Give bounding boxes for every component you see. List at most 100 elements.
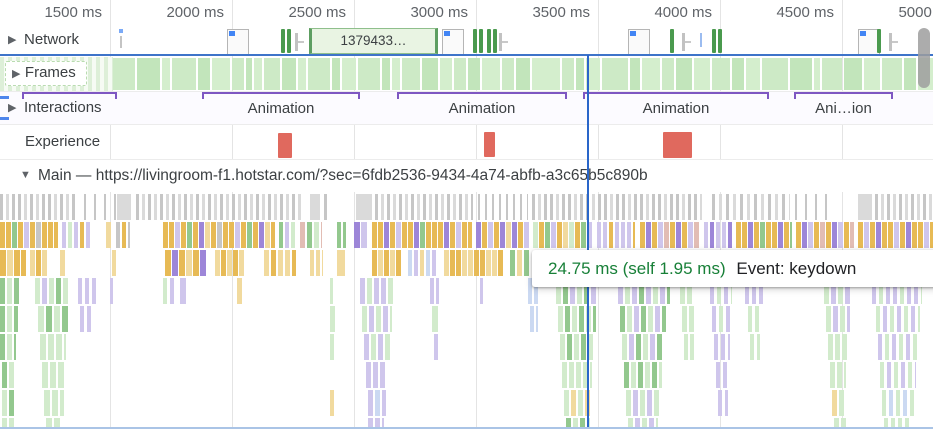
flame-bar[interactable]: [214, 194, 217, 220]
flame-bar[interactable]: [652, 194, 655, 220]
flame-bar[interactable]: [911, 306, 915, 332]
flame-bar[interactable]: [652, 222, 657, 248]
flame-bar[interactable]: [754, 222, 759, 248]
flame-bar[interactable]: [628, 194, 631, 220]
flame-bar[interactable]: [524, 222, 529, 248]
flame-bar[interactable]: [834, 418, 839, 427]
flame-bar[interactable]: [906, 334, 910, 360]
flame-bar[interactable]: [367, 278, 372, 304]
flame-bar[interactable]: [704, 222, 708, 248]
flame-bar[interactable]: [832, 390, 837, 416]
flame-bar[interactable]: [572, 306, 577, 332]
flame-bar[interactable]: [286, 194, 289, 220]
flame-bar[interactable]: [752, 278, 756, 304]
flame-bar[interactable]: [899, 334, 903, 360]
flame-bar[interactable]: [84, 194, 86, 220]
flame-bar[interactable]: [380, 362, 385, 388]
flame-bar[interactable]: [838, 222, 843, 248]
flame-bar[interactable]: [426, 222, 431, 248]
flame-bar[interactable]: [656, 418, 658, 427]
flame-bar[interactable]: [366, 362, 371, 388]
flame-bar[interactable]: [676, 222, 681, 248]
flame-bar[interactable]: [160, 194, 163, 220]
flame-bar[interactable]: [870, 222, 875, 248]
flame-bar[interactable]: [795, 194, 797, 220]
network-request[interactable]: [718, 29, 722, 53]
flame-bar[interactable]: [736, 222, 741, 248]
flame-bar[interactable]: [390, 306, 392, 332]
flame-bar[interactable]: [580, 194, 583, 220]
flame-bar[interactable]: [646, 222, 651, 248]
flame-bar[interactable]: [444, 222, 449, 248]
flame-bar[interactable]: [550, 194, 553, 220]
flame-bar[interactable]: [62, 306, 68, 332]
flame-bar[interactable]: [911, 194, 914, 220]
flame-bar[interactable]: [772, 222, 777, 248]
flame-bar[interactable]: [581, 222, 586, 248]
layout-shift-block[interactable]: [278, 133, 292, 158]
flame-bar[interactable]: [615, 222, 619, 248]
flame-bar[interactable]: [723, 362, 727, 388]
frame-block[interactable]: [382, 58, 390, 90]
timeline-ruler[interactable]: 1500 ms 2000 ms 2500 ms 3000 ms 3500 ms 4000 …: [0, 0, 933, 27]
flame-bar[interactable]: [761, 194, 764, 220]
flame-bar[interactable]: [805, 194, 807, 220]
frame-block[interactable]: [642, 58, 660, 90]
flame-bar[interactable]: [747, 194, 750, 220]
flame-bar[interactable]: [839, 390, 844, 416]
flame-bar[interactable]: [634, 194, 637, 220]
frame-block[interactable]: [602, 58, 628, 90]
flame-bar[interactable]: [907, 278, 911, 304]
flame-bar[interactable]: [609, 222, 613, 248]
flame-bar[interactable]: [682, 194, 685, 220]
frame-block[interactable]: [402, 58, 420, 90]
flame-bar[interactable]: [568, 194, 571, 220]
flame-bar[interactable]: [659, 362, 662, 388]
flame-bar[interactable]: [381, 278, 386, 304]
flame-bar[interactable]: [657, 334, 662, 360]
flame-bar[interactable]: [114, 194, 116, 220]
flame-bar[interactable]: [193, 222, 198, 248]
flame-bar[interactable]: [450, 222, 455, 248]
flame-bar[interactable]: [645, 362, 650, 388]
flame-bar[interactable]: [56, 278, 61, 304]
flame-bar[interactable]: [562, 362, 567, 388]
flame-bar[interactable]: [844, 222, 849, 248]
frame-block[interactable]: [332, 58, 340, 90]
flame-bar[interactable]: [36, 250, 41, 276]
flame-bar[interactable]: [435, 194, 438, 220]
flame-bar[interactable]: [837, 362, 842, 388]
flame-bar[interactable]: [40, 334, 46, 360]
flame-bar[interactable]: [181, 222, 186, 248]
flame-bar[interactable]: [712, 306, 716, 332]
flame-bar[interactable]: [569, 362, 574, 388]
flame-bar[interactable]: [536, 306, 538, 332]
flame-bar[interactable]: [292, 250, 296, 276]
flame-bar[interactable]: [300, 222, 305, 248]
network-request[interactable]: [889, 33, 898, 51]
flame-bar[interactable]: [256, 194, 259, 220]
flame-bar[interactable]: [534, 278, 538, 304]
flame-bar[interactable]: [768, 194, 771, 220]
flame-bar[interactable]: [649, 418, 654, 427]
interactions-track-label[interactable]: Interactions: [24, 99, 102, 116]
flame-bar[interactable]: [921, 278, 922, 304]
flame-bar[interactable]: [639, 278, 644, 304]
flame-bar[interactable]: [388, 278, 393, 304]
network-request[interactable]: [473, 29, 477, 53]
flame-bar[interactable]: [898, 418, 902, 427]
flame-bar[interactable]: [426, 250, 430, 276]
flame-bar[interactable]: [63, 278, 68, 304]
flame-bar[interactable]: [217, 222, 222, 248]
flame-bar[interactable]: [356, 194, 372, 220]
flame-bar[interactable]: [520, 194, 522, 220]
flame-bar[interactable]: [510, 250, 515, 276]
flame-bar[interactable]: [220, 194, 223, 220]
flame-bar[interactable]: [890, 306, 894, 332]
flame-bar[interactable]: [884, 418, 888, 427]
flame-bar[interactable]: [264, 250, 269, 276]
vertical-scrollbar-thumb[interactable]: [918, 28, 930, 88]
flame-bar[interactable]: [271, 222, 275, 248]
flame-bar[interactable]: [533, 222, 538, 248]
main-track-header[interactable]: ▼ Main — https://livingroom-f1.hotstar.c…: [0, 160, 933, 192]
